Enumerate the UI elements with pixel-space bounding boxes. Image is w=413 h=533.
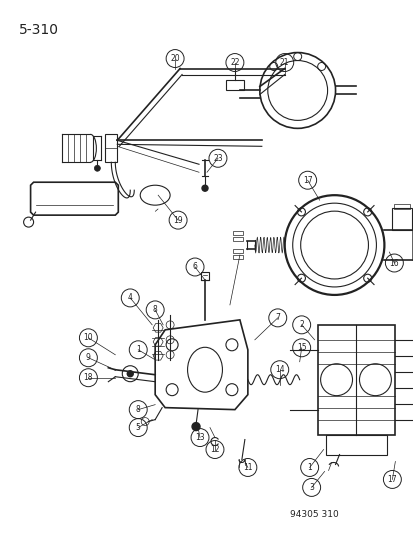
Text: 16: 16: [389, 259, 398, 268]
Bar: [225, 80, 243, 91]
Text: 1: 1: [306, 463, 311, 472]
Circle shape: [127, 371, 133, 377]
Text: 3: 3: [309, 483, 313, 492]
Text: 21: 21: [279, 58, 289, 67]
Text: 20: 20: [170, 54, 180, 63]
Text: 18: 18: [83, 373, 93, 382]
Text: 14: 14: [274, 365, 284, 374]
Bar: [233, 237, 242, 241]
Text: 12: 12: [210, 445, 219, 454]
Text: 17: 17: [387, 475, 396, 484]
Text: 8: 8: [135, 405, 140, 414]
Text: 13: 13: [195, 433, 204, 442]
Circle shape: [94, 165, 100, 171]
Bar: [233, 255, 242, 259]
Bar: [392, 208, 411, 230]
Bar: [317, 325, 394, 434]
Text: 23: 23: [213, 154, 222, 163]
Text: 5: 5: [135, 423, 140, 432]
Bar: [325, 434, 387, 455]
Text: 11: 11: [242, 463, 252, 472]
Text: 4: 4: [128, 294, 133, 302]
Text: 17: 17: [302, 176, 312, 185]
Text: 1: 1: [135, 345, 140, 354]
Text: 19: 19: [173, 216, 183, 224]
Bar: [201, 272, 209, 280]
Bar: [394, 204, 409, 209]
Text: 2: 2: [299, 320, 303, 329]
Bar: [233, 231, 242, 235]
Bar: [233, 249, 242, 253]
Text: 6: 6: [192, 262, 197, 271]
Text: 10: 10: [83, 333, 93, 342]
Text: 9: 9: [86, 353, 90, 362]
Text: 15: 15: [296, 343, 306, 352]
Text: 8: 8: [152, 305, 157, 314]
Bar: [105, 134, 117, 162]
Circle shape: [202, 185, 207, 191]
Text: 5-310: 5-310: [19, 22, 59, 37]
Circle shape: [192, 423, 199, 431]
Text: 22: 22: [230, 58, 239, 67]
Text: 94305 310: 94305 310: [289, 510, 338, 519]
Text: 7: 7: [275, 313, 280, 322]
